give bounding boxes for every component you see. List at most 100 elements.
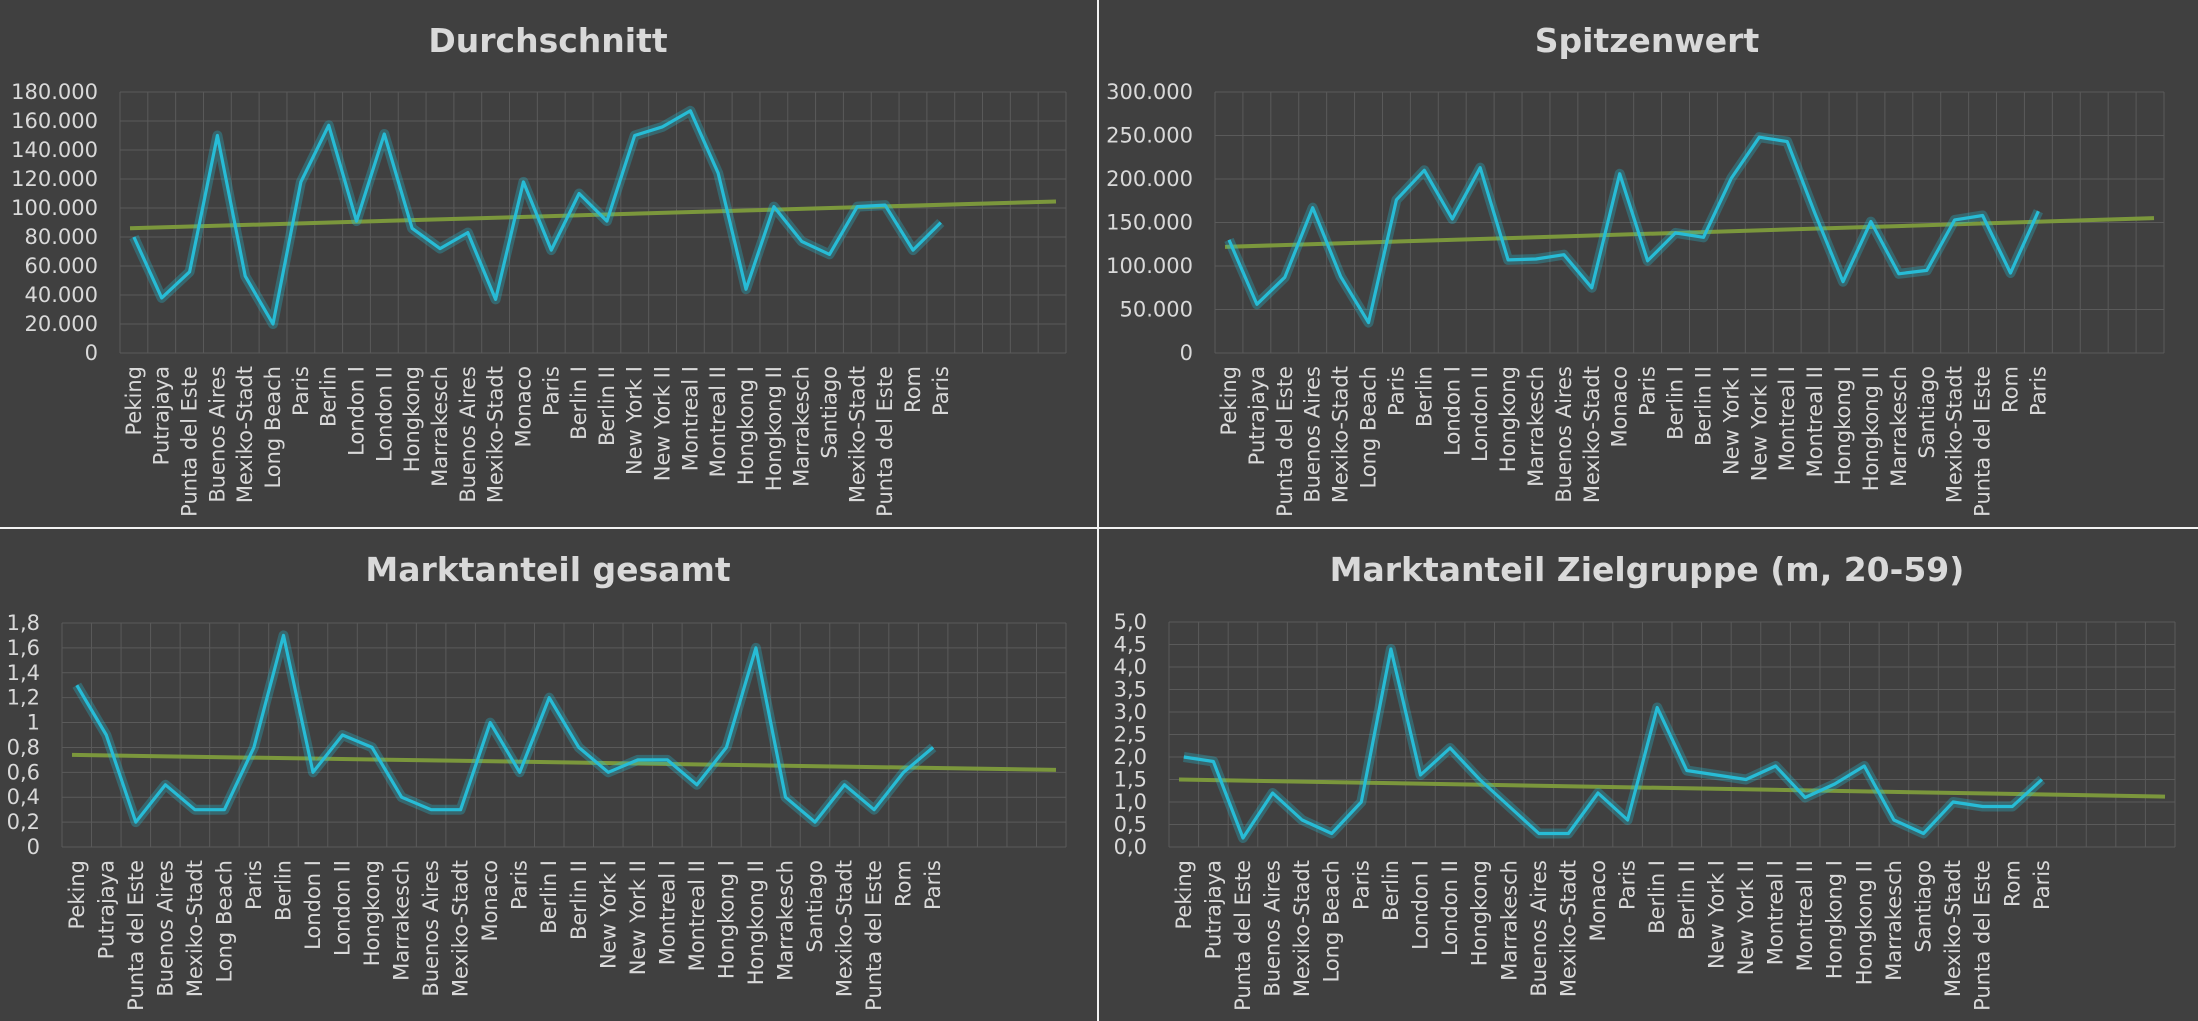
- x-tick-label: Berlin: [317, 366, 341, 427]
- data-point: [1449, 216, 1455, 222]
- x-tick-label: Punta del Este: [862, 860, 886, 1011]
- chart-svg: Marktanteil gesamt00,20,40,60,811,21,41,…: [7, 550, 1067, 1011]
- x-tick-label: Marrakesch: [390, 860, 414, 981]
- data-point: [1812, 211, 1818, 217]
- data-point: [632, 133, 638, 139]
- data-point: [251, 744, 257, 750]
- x-tick-label: Hongkong I: [734, 366, 758, 485]
- data-point: [1536, 831, 1542, 837]
- data-point: [1329, 831, 1335, 837]
- x-tick-label: Marrakesch: [1887, 366, 1911, 487]
- x-tick-label: Berlin II: [567, 860, 591, 940]
- y-tick-label: 140.000: [11, 138, 98, 162]
- data-point: [1773, 763, 1779, 769]
- x-tick-label: New York II: [1734, 860, 1758, 975]
- data-point: [1654, 705, 1660, 711]
- x-tick-label: Montreal I: [1775, 366, 1799, 471]
- series-line: [1183, 647, 2043, 840]
- x-tick-label: Punta del Este: [178, 366, 202, 517]
- data-point: [930, 744, 936, 750]
- data-point: [901, 769, 907, 775]
- y-tick-label: 1,6: [7, 636, 40, 660]
- y-tick-label: 20.000: [25, 312, 98, 336]
- chart-marktanteil-gesamt: Marktanteil gesamt 0 0,2 0,4 0,6 0,8 1 1,2 1,4 1,…: [0, 529, 1097, 1021]
- series-line: [1227, 135, 2040, 325]
- x-tick-label: Rom: [1998, 366, 2022, 413]
- x-tick-label: Berlin II: [1675, 860, 1699, 940]
- x-tick-label: Hongkong: [1468, 860, 1492, 966]
- x-tick-label: Berlin I: [1645, 860, 1669, 934]
- data-point: [221, 807, 227, 813]
- data-point: [1617, 171, 1623, 177]
- y-tick-label: 0,8: [7, 735, 40, 759]
- data-point: [1700, 234, 1706, 240]
- data-point: [428, 807, 434, 813]
- data-point: [664, 757, 670, 763]
- data-point: [1421, 167, 1427, 173]
- x-tick-label: Montreal II: [706, 366, 730, 477]
- x-tick-label: Peking: [65, 860, 89, 929]
- x-tick-label: Rom: [901, 366, 925, 413]
- y-tick-label: 0: [27, 835, 40, 859]
- x-tick-label: Long Beach: [1320, 860, 1344, 983]
- trendline: [129, 199, 1057, 231]
- data-point: [827, 251, 833, 257]
- x-tick-label: Paris: [921, 860, 945, 910]
- x-tick-label: Peking: [1172, 860, 1196, 929]
- y-tick-label: 3,5: [1114, 678, 1147, 702]
- y-tick-label: 4,0: [1114, 655, 1147, 679]
- y-tick-label: 0: [1180, 341, 1193, 365]
- x-tick-label: Rom: [2000, 860, 2024, 907]
- y-tick-label: 3,0: [1114, 700, 1147, 724]
- data-point: [340, 732, 346, 738]
- y-tick-label: 0,0: [1114, 835, 1147, 859]
- y-tick-label: 100.000: [1106, 254, 1193, 278]
- data-point: [326, 122, 332, 128]
- data-point: [2039, 777, 2045, 783]
- data-point: [187, 269, 193, 275]
- data-point: [782, 794, 788, 800]
- x-tick-label: Monaco: [478, 860, 502, 942]
- x-tick-label: Berlin: [271, 860, 295, 921]
- data-point: [1505, 257, 1511, 263]
- data-point: [1980, 213, 1986, 219]
- x-tick-label: Buenos Aires: [1552, 366, 1576, 503]
- y-tick-label: 180.000: [11, 80, 98, 104]
- x-tick-label: Mexiko-Stadt: [1556, 860, 1580, 997]
- x-tick-label: Mexiko-Stadt: [1290, 860, 1314, 997]
- data-point: [1950, 799, 1956, 805]
- data-point: [1366, 320, 1372, 326]
- x-tick-label: Mexiko-Stadt: [1580, 366, 1604, 503]
- x-tick-label: Mexiko-Stadt: [183, 860, 207, 997]
- x-tick-label: Peking: [122, 366, 146, 435]
- data-point: [298, 179, 304, 185]
- y-tick-label: 60.000: [25, 254, 98, 278]
- y-tick-label: 100.000: [11, 196, 98, 220]
- data-point: [381, 131, 387, 137]
- y-tick-label: 0,5: [1114, 813, 1147, 837]
- data-point: [1896, 271, 1902, 277]
- x-tick-label: Mexiko-Stadt: [1943, 366, 1967, 503]
- data-point: [1861, 763, 1867, 769]
- data-point: [687, 108, 693, 114]
- x-tick-label: Rom: [892, 860, 916, 907]
- x-tick-label: Putrajaya: [1245, 366, 1269, 465]
- x-tick-label: New York II: [651, 366, 675, 481]
- y-tick-label: 40.000: [25, 283, 98, 307]
- x-tick-label: Peking: [1217, 366, 1241, 435]
- y-tick-label: 5,0: [1114, 610, 1147, 634]
- data-point: [1338, 273, 1344, 279]
- data-point: [270, 321, 276, 327]
- chart-durchschnitt: Durchschnitt 0 20.000 40.000 60.000 80.000 100…: [0, 0, 1097, 527]
- x-tick-label: Putrajaya: [94, 860, 118, 959]
- data-point: [882, 202, 888, 208]
- x-tick-label: Santiago: [803, 860, 827, 953]
- x-tick-label: Monaco: [1608, 366, 1632, 448]
- data-point: [520, 179, 526, 185]
- chart-title: Marktanteil Zielgruppe (m, 20-59): [1330, 550, 1965, 589]
- x-tick-label: Buenos Aires: [1301, 366, 1325, 503]
- data-point: [548, 247, 554, 253]
- data-point: [1924, 267, 1930, 273]
- y-tick-label: 0,4: [7, 785, 40, 809]
- x-tick-label: Santiago: [1912, 860, 1936, 953]
